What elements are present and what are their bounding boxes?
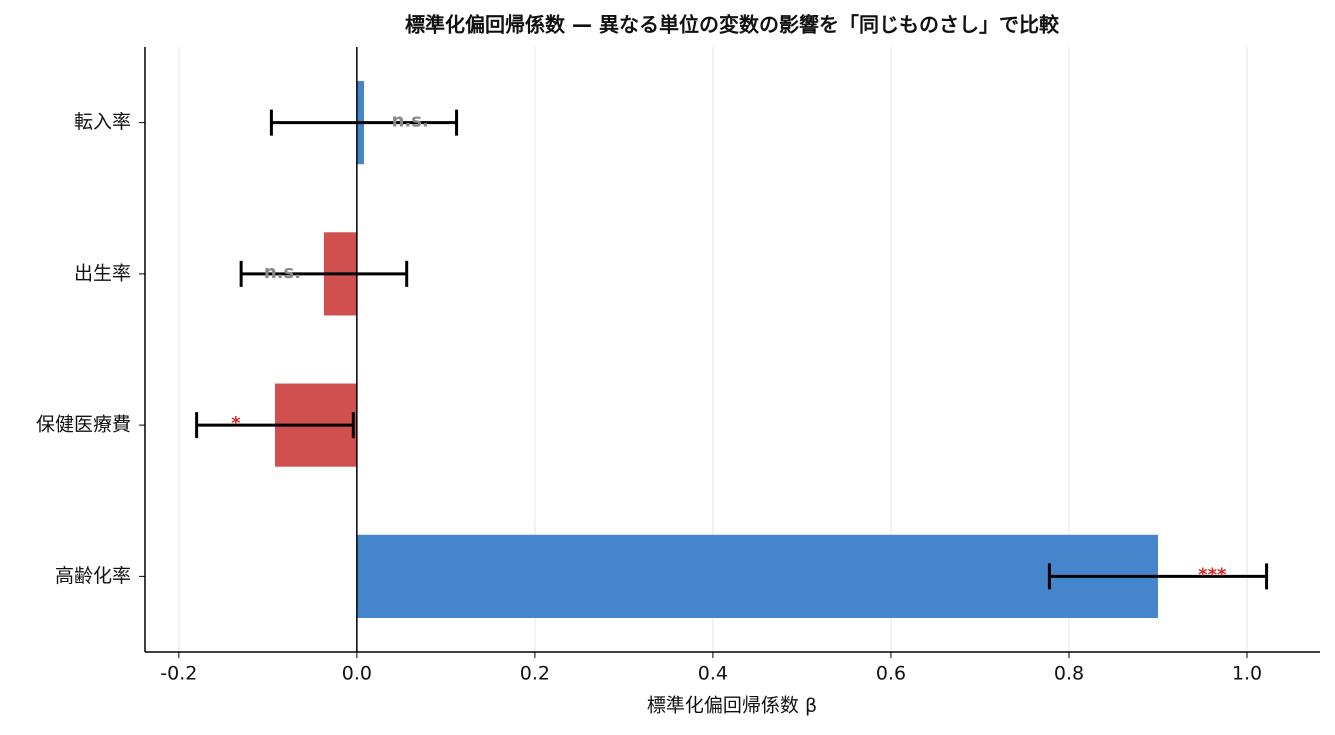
x-tick-label: 0.8	[1054, 663, 1084, 685]
x-tick-label: 1.0	[1232, 663, 1262, 685]
y-tick-label: 保健医療費	[36, 414, 131, 436]
y-tick-label: 出生率	[74, 262, 131, 284]
significance-label: ***	[1198, 564, 1227, 585]
x-tick-label: 0.4	[698, 663, 728, 685]
chart-title: 標準化偏回帰係数 — 異なる単位の変数の影響を「同じものさし」で比較	[405, 13, 1060, 37]
y-tick-label: 高齢化率	[55, 565, 131, 587]
x-tick-label: 0.0	[342, 663, 372, 685]
x-tick-label: 0.6	[876, 663, 906, 685]
x-tick-label: 0.2	[520, 663, 550, 685]
error-bar	[1047, 563, 1269, 590]
bar	[356, 534, 1158, 618]
error-bar	[269, 109, 459, 136]
x-axis-label: 標準化偏回帰係数 β	[647, 695, 817, 717]
x-tick-label: -0.2	[160, 663, 197, 685]
significance-label: *	[231, 413, 241, 434]
error-bar	[239, 260, 409, 287]
y-tick-label: 転入率	[74, 111, 131, 133]
significance-label: n.s.	[392, 111, 429, 132]
error-bar	[195, 412, 355, 439]
significance-label: n.s.	[264, 262, 301, 283]
